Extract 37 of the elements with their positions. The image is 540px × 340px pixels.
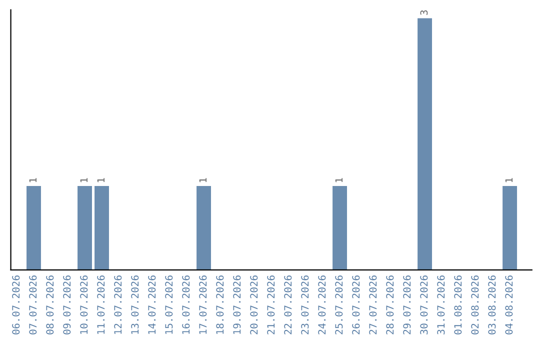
x-tick-label: 09.07.2026 xyxy=(63,275,71,334)
x-tick-label: 16.07.2026 xyxy=(182,275,190,334)
data-label: 3 xyxy=(420,10,428,15)
x-tick-label: 08.07.2026 xyxy=(46,275,54,334)
x-tick-label: 19.07.2026 xyxy=(233,275,241,334)
x-tick-label: 27.07.2026 xyxy=(369,275,377,334)
x-tick-label: 17.07.2026 xyxy=(199,275,207,334)
x-tick-label: 28.07.2026 xyxy=(386,275,394,334)
data-label: 1 xyxy=(80,178,88,182)
x-tick-label: 04.08.2026 xyxy=(505,275,513,334)
x-tick-label: 29.07.2026 xyxy=(403,275,411,334)
x-tick-label: 21.07.2026 xyxy=(267,275,275,334)
data-label: 1 xyxy=(505,178,513,182)
x-tick-label: 13.07.2026 xyxy=(131,275,139,334)
x-tick-label: 01.08.2026 xyxy=(454,275,462,334)
x-tick-label: 26.07.2026 xyxy=(352,275,360,334)
x-tick-label: 02.08.2026 xyxy=(471,275,479,334)
x-tick-label: 14.07.2026 xyxy=(148,275,156,334)
x-tick-label: 03.08.2026 xyxy=(488,275,496,334)
x-tick-label: 25.07.2026 xyxy=(335,275,343,334)
x-tick-label: 10.07.2026 xyxy=(80,275,88,334)
x-tick-label: 30.07.2026 xyxy=(420,275,428,334)
x-tick-label: 11.07.2026 xyxy=(97,275,105,334)
x-tick-label: 18.07.2026 xyxy=(216,275,224,334)
x-tick-label: 06.07.2026 xyxy=(12,275,20,334)
data-label: 1 xyxy=(335,178,342,182)
x-tick-label: 22.07.2026 xyxy=(284,275,292,334)
x-tick-label: 24.07.2026 xyxy=(318,275,326,334)
data-label: 1 xyxy=(199,178,206,182)
x-tick-label: 23.07.2026 xyxy=(301,275,309,334)
x-tick-label: 31.07.2026 xyxy=(437,275,445,334)
data-label: 1 xyxy=(29,178,36,182)
data-label: 1 xyxy=(97,178,104,182)
x-tick-label: 15.07.2026 xyxy=(165,275,173,334)
x-tick-label: 07.07.2026 xyxy=(29,275,37,334)
x-tick-label: 20.07.2026 xyxy=(250,275,258,334)
x-tick-label: 12.07.2026 xyxy=(114,275,122,334)
